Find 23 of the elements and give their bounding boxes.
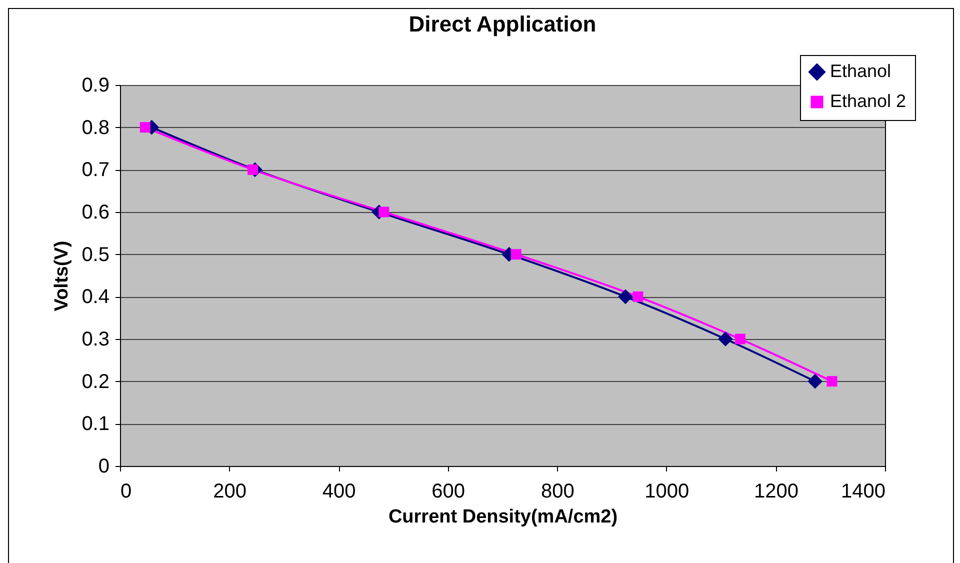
y-tick-label: 0.6	[82, 202, 110, 224]
x-tick-label: 1200	[754, 480, 798, 502]
y-tick-label: 0.9	[82, 74, 110, 96]
y-axis-title: Volts(V)	[52, 240, 73, 312]
x-tick-label: 400	[322, 480, 356, 502]
y-tick-label: 0.3	[82, 328, 110, 350]
x-tick-label: 1000	[644, 480, 690, 502]
x-axis-title: Current Density(mA/cm2)	[388, 506, 618, 528]
chart-title: Direct Application	[408, 12, 596, 36]
x-tick-label: 600	[432, 480, 466, 502]
y-tick-label: 0.1	[82, 413, 110, 436]
x-tick-label: 0	[120, 480, 132, 502]
x-tick-label: 1400	[841, 480, 886, 502]
x-tick-label: 200	[213, 480, 246, 502]
legend-label: Ethanol	[830, 61, 892, 81]
y-tick-label: 0	[98, 456, 110, 478]
y-tick-label: 0.8	[82, 116, 110, 139]
y-tick-label: 0.7	[82, 159, 110, 182]
y-tick-label: 0.2	[82, 370, 110, 393]
x-tick-label: 800	[540, 480, 574, 502]
legend-label: Ethanol 2	[830, 91, 906, 111]
y-tick-label: 0.4	[82, 286, 110, 308]
y-tick-label: 0.5	[82, 244, 110, 266]
